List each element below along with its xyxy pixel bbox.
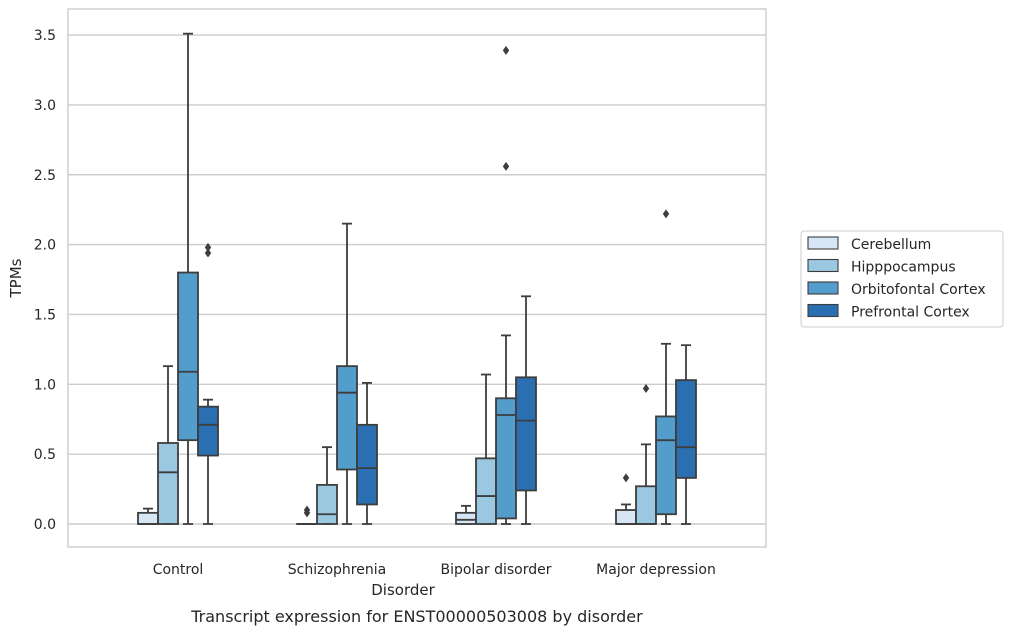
x-tick-labels: Control Schizophrenia Bipolar disorder Majo…	[153, 562, 716, 578]
outlier-point	[303, 505, 311, 515]
outlier-point	[502, 161, 510, 171]
outlier-point	[662, 209, 670, 219]
iqr-box	[157, 442, 179, 525]
plot-frame	[67, 8, 767, 548]
chart-caption: Transcript expression for ENST0000050300…	[190, 607, 643, 626]
y-tick-label-1-5: 1.5	[34, 307, 56, 323]
iqr-box	[356, 423, 378, 506]
y-tick-label-0-5: 0.5	[34, 447, 56, 463]
outlier-point	[642, 383, 650, 393]
legend-swatch-prefrontal-cortex	[807, 303, 839, 318]
x-tick-label-schizophrenia: Schizophrenia	[288, 562, 386, 578]
iqr-box	[137, 511, 159, 525]
iqr-box	[635, 485, 657, 525]
box-hipppocampus-schizophrenia	[316, 446, 338, 525]
box-orbitofontal-cortex-schizophrenia	[336, 222, 358, 525]
y-tick-label-1-0: 1.0	[34, 377, 56, 393]
x-tick-label-major-depression: Major depression	[596, 562, 716, 578]
y-axis-label: TPMs	[7, 258, 25, 298]
y-tick-label-2-5: 2.5	[34, 168, 56, 184]
box-prefrontal-cortex-schizophrenia	[356, 382, 378, 525]
y-tick-labels: 0.0 0.5 1.0 1.5 2.0 2.5 3.0 3.5	[34, 28, 56, 533]
iqr-box	[336, 365, 358, 471]
outlier-point	[622, 473, 630, 483]
y-tick-label-0-0: 0.0	[34, 517, 56, 533]
outlier-point	[204, 242, 212, 252]
box-prefrontal-cortex-control	[197, 242, 219, 525]
y-tick-label-3-5: 3.5	[34, 28, 56, 44]
box-hipppocampus-major-depression	[635, 383, 657, 525]
box-series	[137, 32, 697, 525]
box-prefrontal-cortex-bipolar-disorder	[515, 295, 537, 525]
iqr-box	[655, 415, 677, 516]
legend-label-orbitofontal-cortex: Orbitofontal Cortex	[851, 282, 986, 298]
outlier-point	[502, 45, 510, 55]
iqr-box	[475, 457, 497, 525]
legend-label-prefrontal-cortex: Prefrontal Cortex	[851, 305, 970, 321]
legend: Cerebellum Hipppocampus Orbitofontal Corte…	[800, 230, 1004, 328]
iqr-box	[495, 397, 517, 520]
legend-swatch-cerebellum	[807, 236, 839, 250]
legend-swatch-orbitofontal-cortex	[807, 281, 839, 295]
box-cerebellum-schizophrenia	[296, 505, 318, 525]
legend-label-hipppocampus: Hipppocampus	[851, 260, 956, 276]
box-cerebellum-bipolar-disorder	[455, 504, 477, 525]
iqr-box	[197, 405, 219, 457]
x-axis-label: Disorder	[371, 581, 435, 599]
legend-label-cerebellum: Cerebellum	[851, 237, 931, 253]
box-hipppocampus-control	[157, 365, 179, 525]
legend-swatch-hipppocampus	[807, 258, 839, 273]
x-tick-label-bipolar-disorder: Bipolar disorder	[440, 562, 551, 578]
box-orbitofontal-cortex-bipolar-disorder	[495, 45, 517, 525]
legend-frame	[800, 230, 1004, 328]
iqr-box	[177, 271, 199, 442]
y-tick-label-3-0: 3.0	[34, 98, 56, 114]
iqr-box	[675, 379, 697, 479]
iqr-box	[615, 509, 637, 525]
box-prefrontal-cortex-major-depression	[675, 344, 697, 525]
iqr-box	[455, 511, 477, 525]
outlier-point	[204, 248, 212, 258]
x-tick-label-control: Control	[153, 562, 204, 578]
y-tick-label-2-0: 2.0	[34, 238, 56, 254]
box-orbitofontal-cortex-control	[177, 32, 199, 525]
iqr-box	[316, 483, 338, 525]
iqr-box	[515, 376, 537, 492]
